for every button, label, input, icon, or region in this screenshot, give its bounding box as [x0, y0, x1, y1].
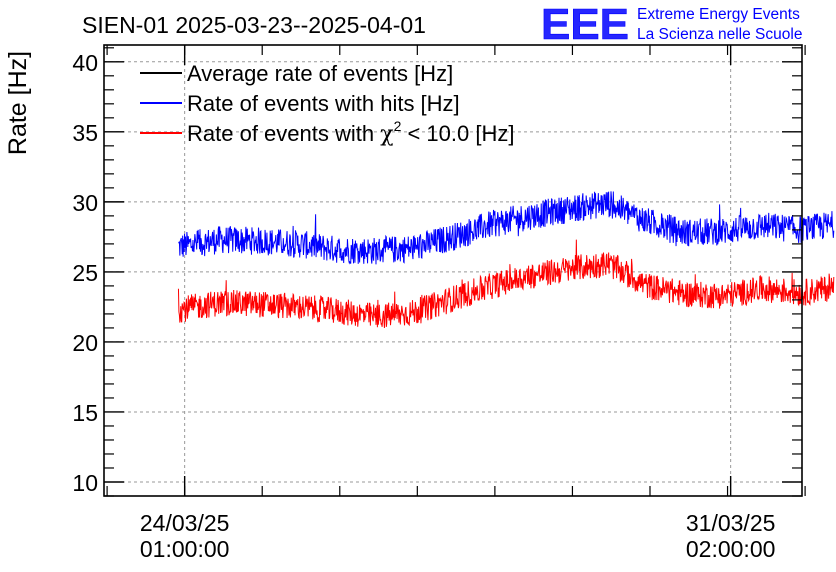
x-tick-label-time: 02:00:00 [686, 536, 776, 562]
chart-title: SIEN-01 2025-03-23--2025-04-01 [82, 12, 426, 38]
logo-mark: EEE [541, 0, 629, 49]
y-tick-label: 25 [72, 260, 98, 286]
x-tick-label-date: 31/03/25 [686, 510, 776, 536]
series-line-hits [178, 191, 835, 265]
plot-frame [103, 44, 803, 497]
y-tick-label: 10 [72, 470, 98, 496]
legend-label-average: Average rate of events [Hz] [187, 61, 453, 86]
x-tick-label-date: 24/03/25 [140, 510, 230, 536]
axis-ticks [104, 45, 806, 497]
y-tick-label: 30 [72, 190, 98, 216]
logo-line-2: La Scienza nelle Scuole [637, 26, 802, 43]
eee-logo: EEE Extreme Energy Events La Scienza nel… [541, 0, 803, 49]
legend-chi2-sup: 2 [394, 118, 402, 134]
grid-lines [104, 45, 802, 496]
logo-line-1: Extreme Energy Events [637, 6, 800, 23]
y-tick-label: 15 [72, 400, 98, 426]
legend-label-hits: Rate of events with hits [Hz] [187, 91, 460, 116]
series-line-chi2 [177, 239, 835, 329]
legend-label-chi2: Rate of events with χ2 < 10.0 [Hz] [187, 118, 514, 147]
y-tick-label: 40 [72, 50, 98, 76]
legend-chi2-prefix: Rate of events with [187, 121, 380, 146]
y-tick-label: 35 [72, 120, 98, 146]
y-axis-label: Rate [Hz] [4, 51, 32, 155]
legend-chi2-suffix: < 10.0 [Hz] [401, 121, 514, 146]
y-tick-label: 20 [72, 330, 98, 356]
legend-chi2-symbol: χ [380, 122, 393, 147]
y-tick-labels: 10 15 20 25 30 35 40 [72, 50, 98, 496]
x-tick-label-time: 01:00:00 [140, 536, 230, 562]
series-layer [177, 191, 835, 329]
legend: Average rate of events [Hz] Rate of even… [140, 61, 514, 147]
